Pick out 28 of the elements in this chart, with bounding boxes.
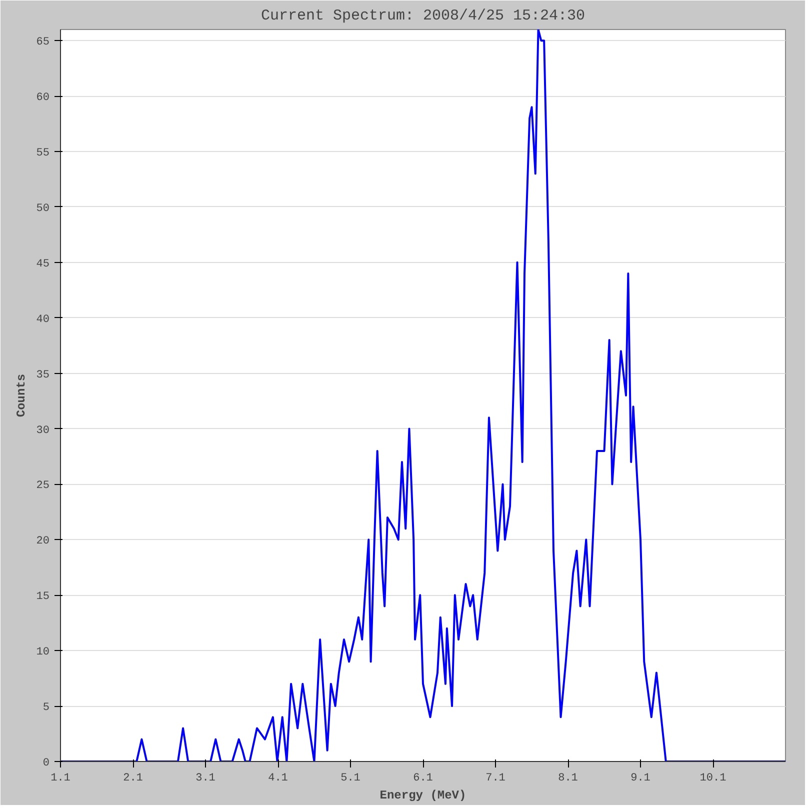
y-tick-label: 30 (36, 424, 50, 437)
y-tick-label: 60 (36, 92, 50, 104)
x-tick-label: 4.1 (268, 772, 288, 784)
y-tick-label: 5 (42, 702, 50, 714)
y-tick-label: 55 (36, 148, 50, 160)
x-axis-title: Energy (MeV) (380, 788, 466, 802)
x-tick-label: 9.1 (630, 772, 651, 784)
x-tick-label: 6.1 (413, 772, 434, 784)
x-tick-label: 5.1 (340, 772, 361, 784)
y-tick-label: 15 (36, 591, 50, 604)
x-tick-label: 3.1 (196, 772, 216, 784)
x-tick-label: 7.1 (486, 772, 506, 784)
y-tick-label: 25 (36, 480, 50, 492)
x-tick-label: 1.1 (50, 772, 71, 784)
y-axis-title: Counts (14, 374, 28, 418)
x-tick-label: 2.1 (123, 772, 144, 784)
y-tick-label: 50 (36, 202, 50, 215)
y-tick-label: 65 (36, 36, 50, 49)
y-tick-label: 0 (42, 758, 50, 770)
chart-title: Current Spectrum: 2008/4/25 15:24:30 (260, 8, 586, 24)
y-tick-label: 20 (36, 536, 50, 548)
y-tick-label: 40 (36, 314, 50, 326)
x-tick-label: 8.1 (558, 772, 578, 784)
y-tick-label: 45 (36, 258, 50, 270)
line-series (60, 30, 786, 762)
y-tick-label: 10 (36, 646, 50, 659)
x-tick-label: 10.1 (700, 772, 727, 784)
y-tick-label: 35 (36, 369, 50, 382)
